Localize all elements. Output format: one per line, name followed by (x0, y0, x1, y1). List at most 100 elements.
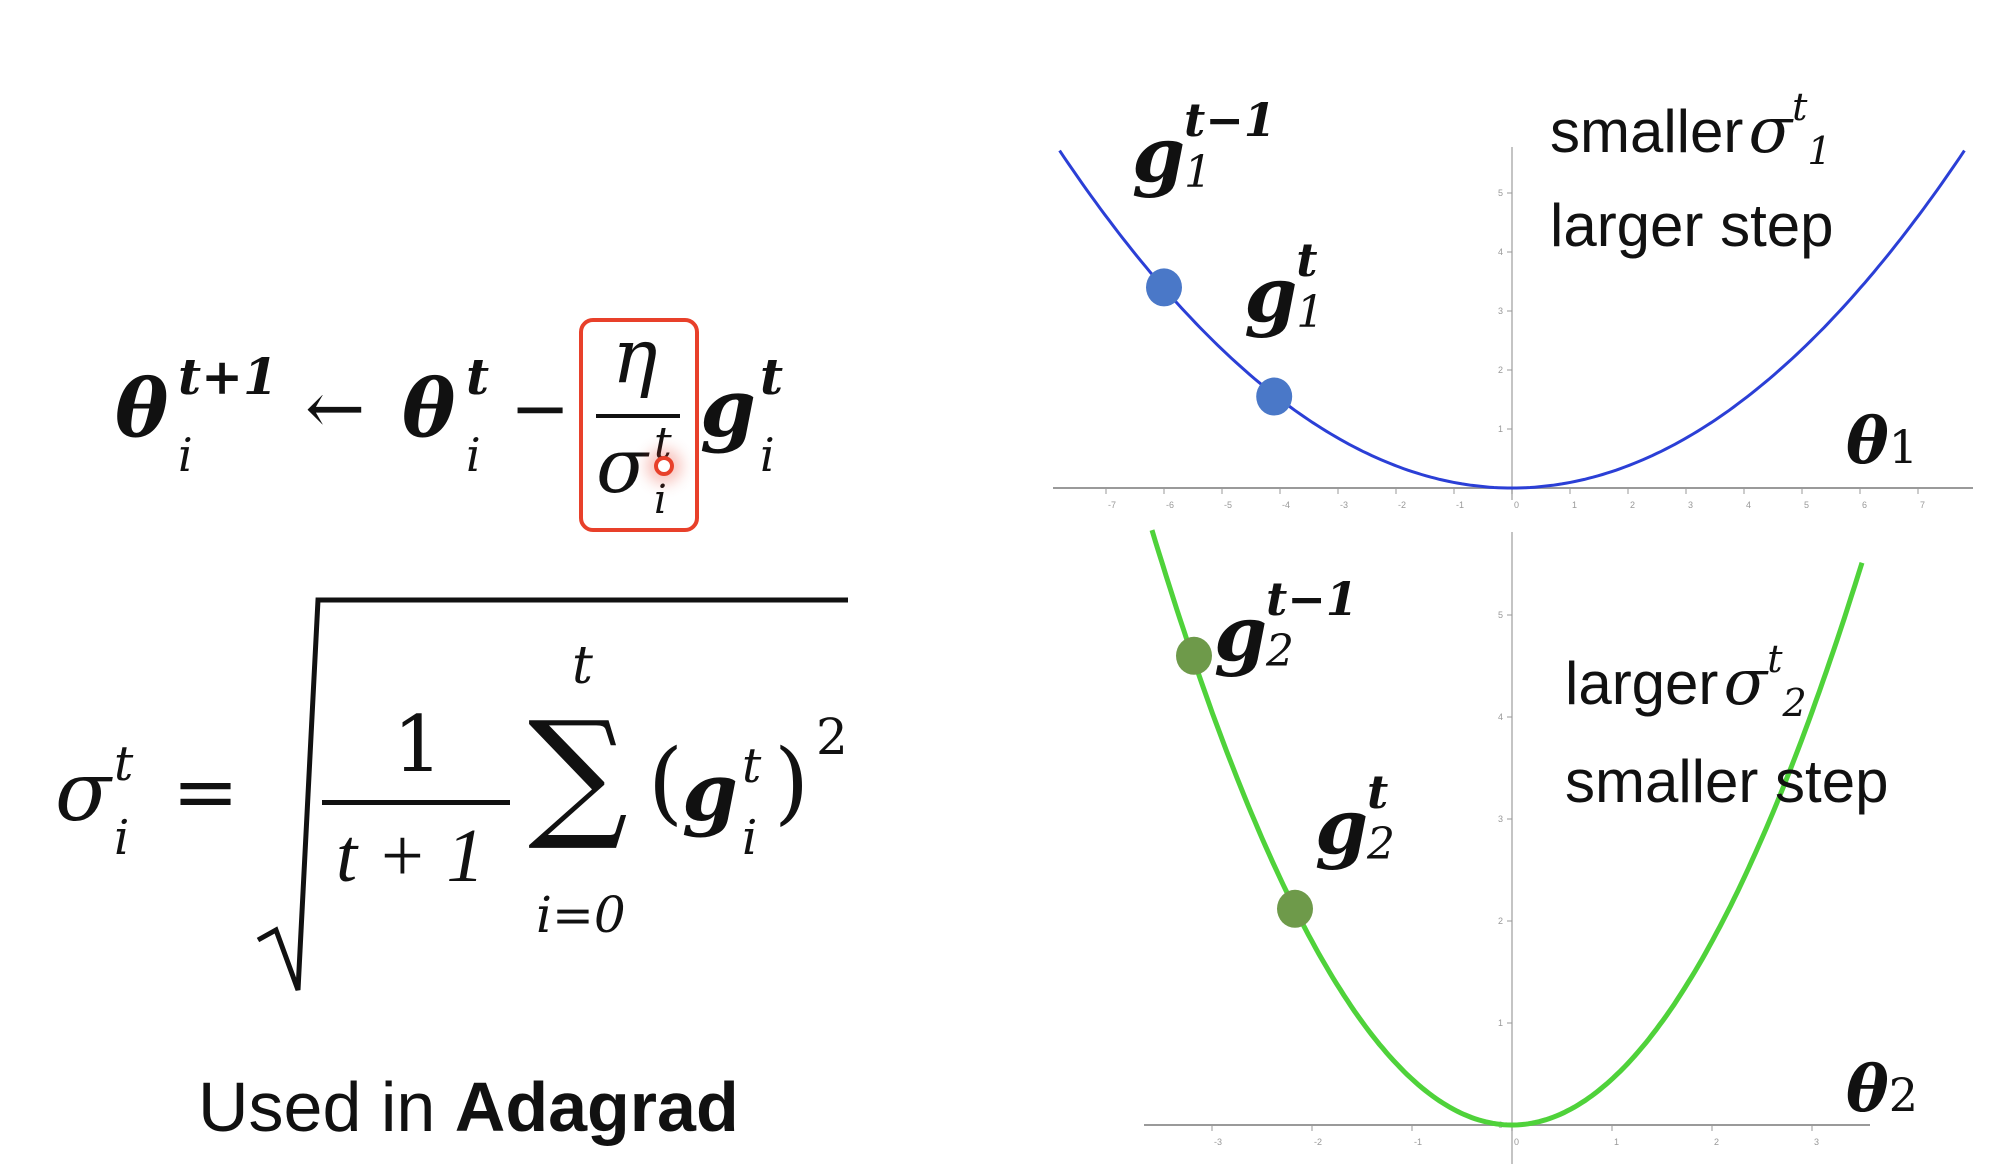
y-tick-label: 5 (1498, 188, 1503, 198)
x-tick-label: -1 (1456, 500, 1464, 510)
x-tick-label: -5 (1224, 500, 1232, 510)
point-label-g: g (1244, 249, 1298, 339)
gradient-point (1176, 636, 1212, 675)
point-label-sub: 1 (1184, 147, 1212, 199)
y-tick-label: 4 (1498, 712, 1503, 722)
gradient-point (1277, 889, 1313, 928)
annotation-sigma-sup: t (1767, 637, 1783, 681)
pointer-cursor (654, 456, 674, 476)
caption-prefix: Used in (198, 1068, 455, 1146)
axis-label-sub: 1 (1888, 420, 1918, 474)
gradient-point (1256, 377, 1293, 416)
annotation-step-line: larger step (1550, 196, 1833, 256)
parabola-curve (1149, 529, 1865, 1128)
x-tick-label: 2 (1714, 1137, 1719, 1147)
eta: η (612, 311, 658, 400)
point-label-sub: 2 (1266, 625, 1294, 677)
parabola-curve (1058, 149, 1966, 490)
axis-label-sub: 2 (1888, 1068, 1918, 1122)
sigma-lhs-sub: i (114, 810, 130, 866)
x-tick-label: 0 (1514, 500, 1519, 510)
x-tick-label: 1 (1572, 500, 1577, 510)
axis-label-theta: θ (1846, 1052, 1889, 1127)
y-tick-label: 5 (1498, 610, 1503, 620)
fraction-denominator: t + 1 (336, 814, 485, 898)
term-sup: t (742, 738, 762, 794)
x-tick-label: 4 (1746, 500, 1751, 510)
sum-symbol: ∑ (528, 692, 628, 855)
x-tick-label: -3 (1214, 1137, 1222, 1147)
x-tick-label: 7 (1920, 500, 1925, 510)
x-tick-label: -7 (1108, 500, 1116, 510)
x-tick-label: 3 (1814, 1137, 1819, 1147)
equals-sign: = (172, 745, 240, 838)
power-two: 2 (816, 708, 848, 766)
annotation-sigma-line: larger σt2 (1565, 640, 1807, 722)
fraction-line (322, 800, 510, 805)
x-tick-label: 1 (1614, 1137, 1619, 1147)
sigma-sub: i (654, 477, 667, 523)
sigma-sup: t (654, 418, 672, 469)
gradient-sub: i (760, 428, 775, 482)
x-tick-label: -2 (1314, 1137, 1322, 1147)
caption-method: Adagrad (454, 1068, 739, 1146)
y-tick-label: 1 (1498, 424, 1503, 434)
x-tick-label: 3 (1688, 500, 1693, 510)
point-label-g: g (1132, 110, 1186, 200)
y-tick-label: 2 (1498, 916, 1503, 926)
point-label-sub: 1 (1296, 286, 1325, 338)
x-tick-label: -4 (1282, 500, 1290, 510)
point-label-sup: t (1296, 232, 1318, 287)
gradient-g: g (700, 361, 756, 455)
theta-next: θ (115, 361, 169, 455)
y-tick-label: 2 (1498, 365, 1503, 375)
point-label: g t−1 2 (1214, 576, 1358, 674)
theta-current: θ (402, 361, 456, 455)
term-g: g (682, 745, 738, 839)
annotation-sigma-sub: 1 (1807, 129, 1832, 173)
y-tick-label: 3 (1498, 306, 1503, 316)
axis-label: θ1 (1846, 410, 1918, 474)
point-label-sup: t−1 (1184, 93, 1276, 148)
x-tick-label: -6 (1166, 500, 1174, 510)
x-tick-label: 2 (1630, 500, 1635, 510)
annotation-step-line: smaller step (1565, 752, 1888, 812)
x-tick-label: -3 (1340, 500, 1348, 510)
point-label: g t−1 1 (1132, 97, 1276, 195)
annotation-sigma-sub: 2 (1782, 681, 1807, 725)
annotation-sigma-sup: t (1792, 85, 1808, 129)
x-tick-label: 0 (1514, 1137, 1519, 1147)
minus-sign: − (510, 366, 571, 450)
annotation-step: larger step (1550, 192, 1834, 259)
annotation-sigma-line: smaller σt1 (1550, 88, 1832, 170)
sigma: σ (596, 421, 648, 510)
sigma-lhs-sup: t (114, 736, 134, 792)
annotation-sigma: σ (1748, 94, 1793, 168)
gradient-sup: t (760, 347, 784, 406)
x-tick-label: 5 (1804, 500, 1809, 510)
annotation-word: smaller (1550, 98, 1744, 165)
fraction-bar (596, 414, 680, 418)
caption: Used in Adagrad (198, 1072, 739, 1142)
term-sub: i (742, 810, 758, 866)
x-tick-label: -2 (1398, 500, 1406, 510)
y-tick-label: 4 (1498, 247, 1503, 257)
fraction-numerator: 1 (393, 700, 443, 790)
point-label-g: g (1315, 781, 1369, 871)
paren-open: ( (648, 730, 684, 835)
point-label-sup: t−1 (1266, 571, 1358, 626)
x-tick-label: 6 (1862, 500, 1867, 510)
assign-arrow: ← (305, 366, 366, 450)
point-label-sup: t (1367, 764, 1389, 819)
gradient-point (1146, 268, 1182, 307)
point-label-g: g (1214, 588, 1268, 678)
x-tick-label: -1 (1414, 1137, 1422, 1147)
axis-label: θ2 (1846, 1058, 1918, 1122)
point-label-sub: 2 (1367, 818, 1395, 870)
axis-label-theta: θ (1846, 404, 1889, 479)
y-tick-label: 3 (1498, 814, 1503, 824)
annotation-step: smaller step (1565, 748, 1889, 815)
